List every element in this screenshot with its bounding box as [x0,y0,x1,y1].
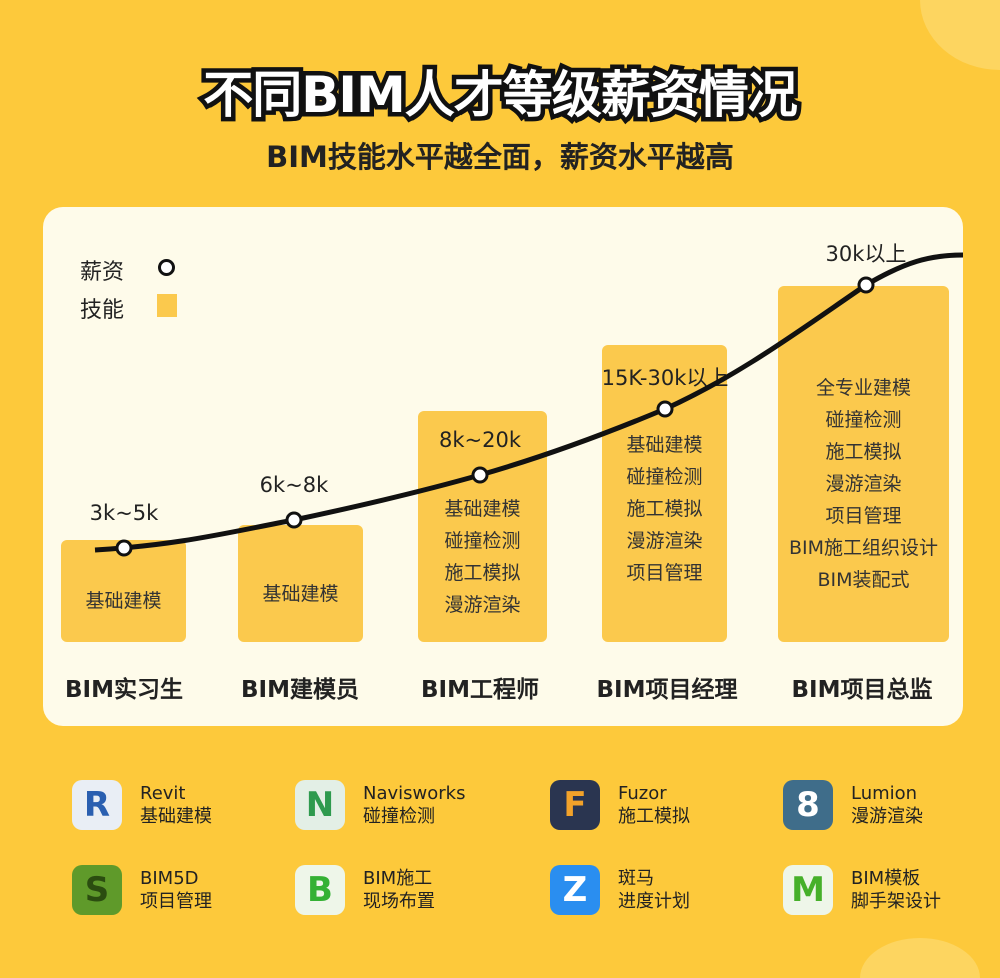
skill-item: 碰撞检测 [825,409,902,431]
skill-item: 漫游渲染 [444,593,521,616]
salary-label: 6k~8k [259,473,329,497]
tool-use: 脚手架设计 [851,891,941,912]
skill-item: 基础建模 [85,590,162,612]
tool-use: 基础建模 [140,806,212,827]
skill-bar: 基础建模碰撞检测施工模拟漫游渲染 [418,411,547,642]
skill-bar: 基础建模 [238,525,363,642]
salary-point [857,276,875,294]
salary-point [471,466,489,484]
level-title: BIM实习生 [65,677,183,703]
salary-point [115,539,133,557]
tool-item: Z 斑马 进度计划 [550,865,690,915]
tool-item: B BIM施工 现场布置 [295,865,435,915]
skill-item: 碰撞检测 [444,529,521,552]
level-title: BIM建模员 [241,677,359,703]
zebra-icon: Z [550,865,600,915]
salary-label: 3k~5k [89,501,159,525]
tool-use: 漫游渲染 [851,806,923,827]
lumion-icon: 8 [783,780,833,830]
salary-label: 30k以上 [825,242,907,266]
skill-item: 基础建模 [626,433,703,456]
legend-skill-label: 技能 [80,298,125,323]
salary-point [656,400,674,418]
skill-item: 项目管理 [825,505,902,527]
tool-name: Revit [140,783,186,804]
tool-use: 项目管理 [140,891,212,912]
skill-item: 基础建模 [262,582,339,605]
legend-skill-swatch [157,294,177,317]
skill-item: 漫游渲染 [626,529,703,552]
tool-item: R Revit 基础建模 [72,780,212,830]
tool-name: BIM模板 [851,868,921,889]
bim-construction-icon: B [295,865,345,915]
skill-bar: 基础建模 [61,540,186,642]
skill-item: 项目管理 [626,561,703,584]
fuzor-icon: F [550,780,600,830]
tool-name: Navisworks [363,783,466,804]
skill-bar: 全专业建模碰撞检测施工模拟漫游渲染项目管理 BIM施工组织设计 BIM装配式 [778,286,949,642]
tool-use: 施工模拟 [618,806,690,827]
skill-item: 施工模拟 [444,561,521,584]
salary-point [285,511,303,529]
tool-name: Fuzor [618,783,667,804]
page-subtitle: BIM技能水平越全面，薪资水平越高 [266,140,734,174]
tool-name: 斑马 [618,868,654,889]
skill-item: 全专业建模 [815,377,911,399]
skill-item: BIM施工组织设计 [788,537,939,559]
skill-item: 碰撞检测 [626,465,703,488]
legend-salary-label: 薪资 [80,260,125,285]
tool-name: BIM5D [140,868,199,889]
tool-use: 现场布置 [363,891,435,912]
tool-item: N Navisworks 碰撞检测 [295,780,465,830]
tool-name: BIM施工 [363,868,433,889]
skill-item: 施工模拟 [825,441,902,463]
skill-item: 施工模拟 [626,497,703,520]
level-title: BIM工程师 [421,677,539,703]
tool-item: M BIM模板 脚手架设计 [783,865,941,915]
navisworks-icon: N [295,780,345,830]
tool-item: F Fuzor 施工模拟 [550,780,690,830]
skill-item: BIM装配式 [817,569,910,591]
skill-item: 基础建模 [444,497,521,520]
salary-label: 8k~20k [438,428,522,452]
legend-salary-marker [158,259,175,276]
salary-curve-line [94,252,964,553]
tool-item: S BIM5D 项目管理 [72,865,212,915]
bim5d-icon: S [72,865,122,915]
skill-bar: 基础建模碰撞检测施工模拟漫游渲染项目管理 [602,345,727,642]
level-title: BIM项目经理 [596,677,738,703]
bim-template-icon: M [783,865,833,915]
page-title: 不同BIM人才等级薪资情况 [199,62,802,129]
revit-icon: R [72,780,122,830]
level-title: BIM项目总监 [791,677,933,703]
skill-item: 漫游渲染 [825,473,902,495]
tool-use: 进度计划 [618,891,690,912]
tool-item: 8 Lumion 漫游渲染 [783,780,923,830]
tool-use: 碰撞检测 [363,806,435,827]
tool-name: Lumion [851,783,918,804]
